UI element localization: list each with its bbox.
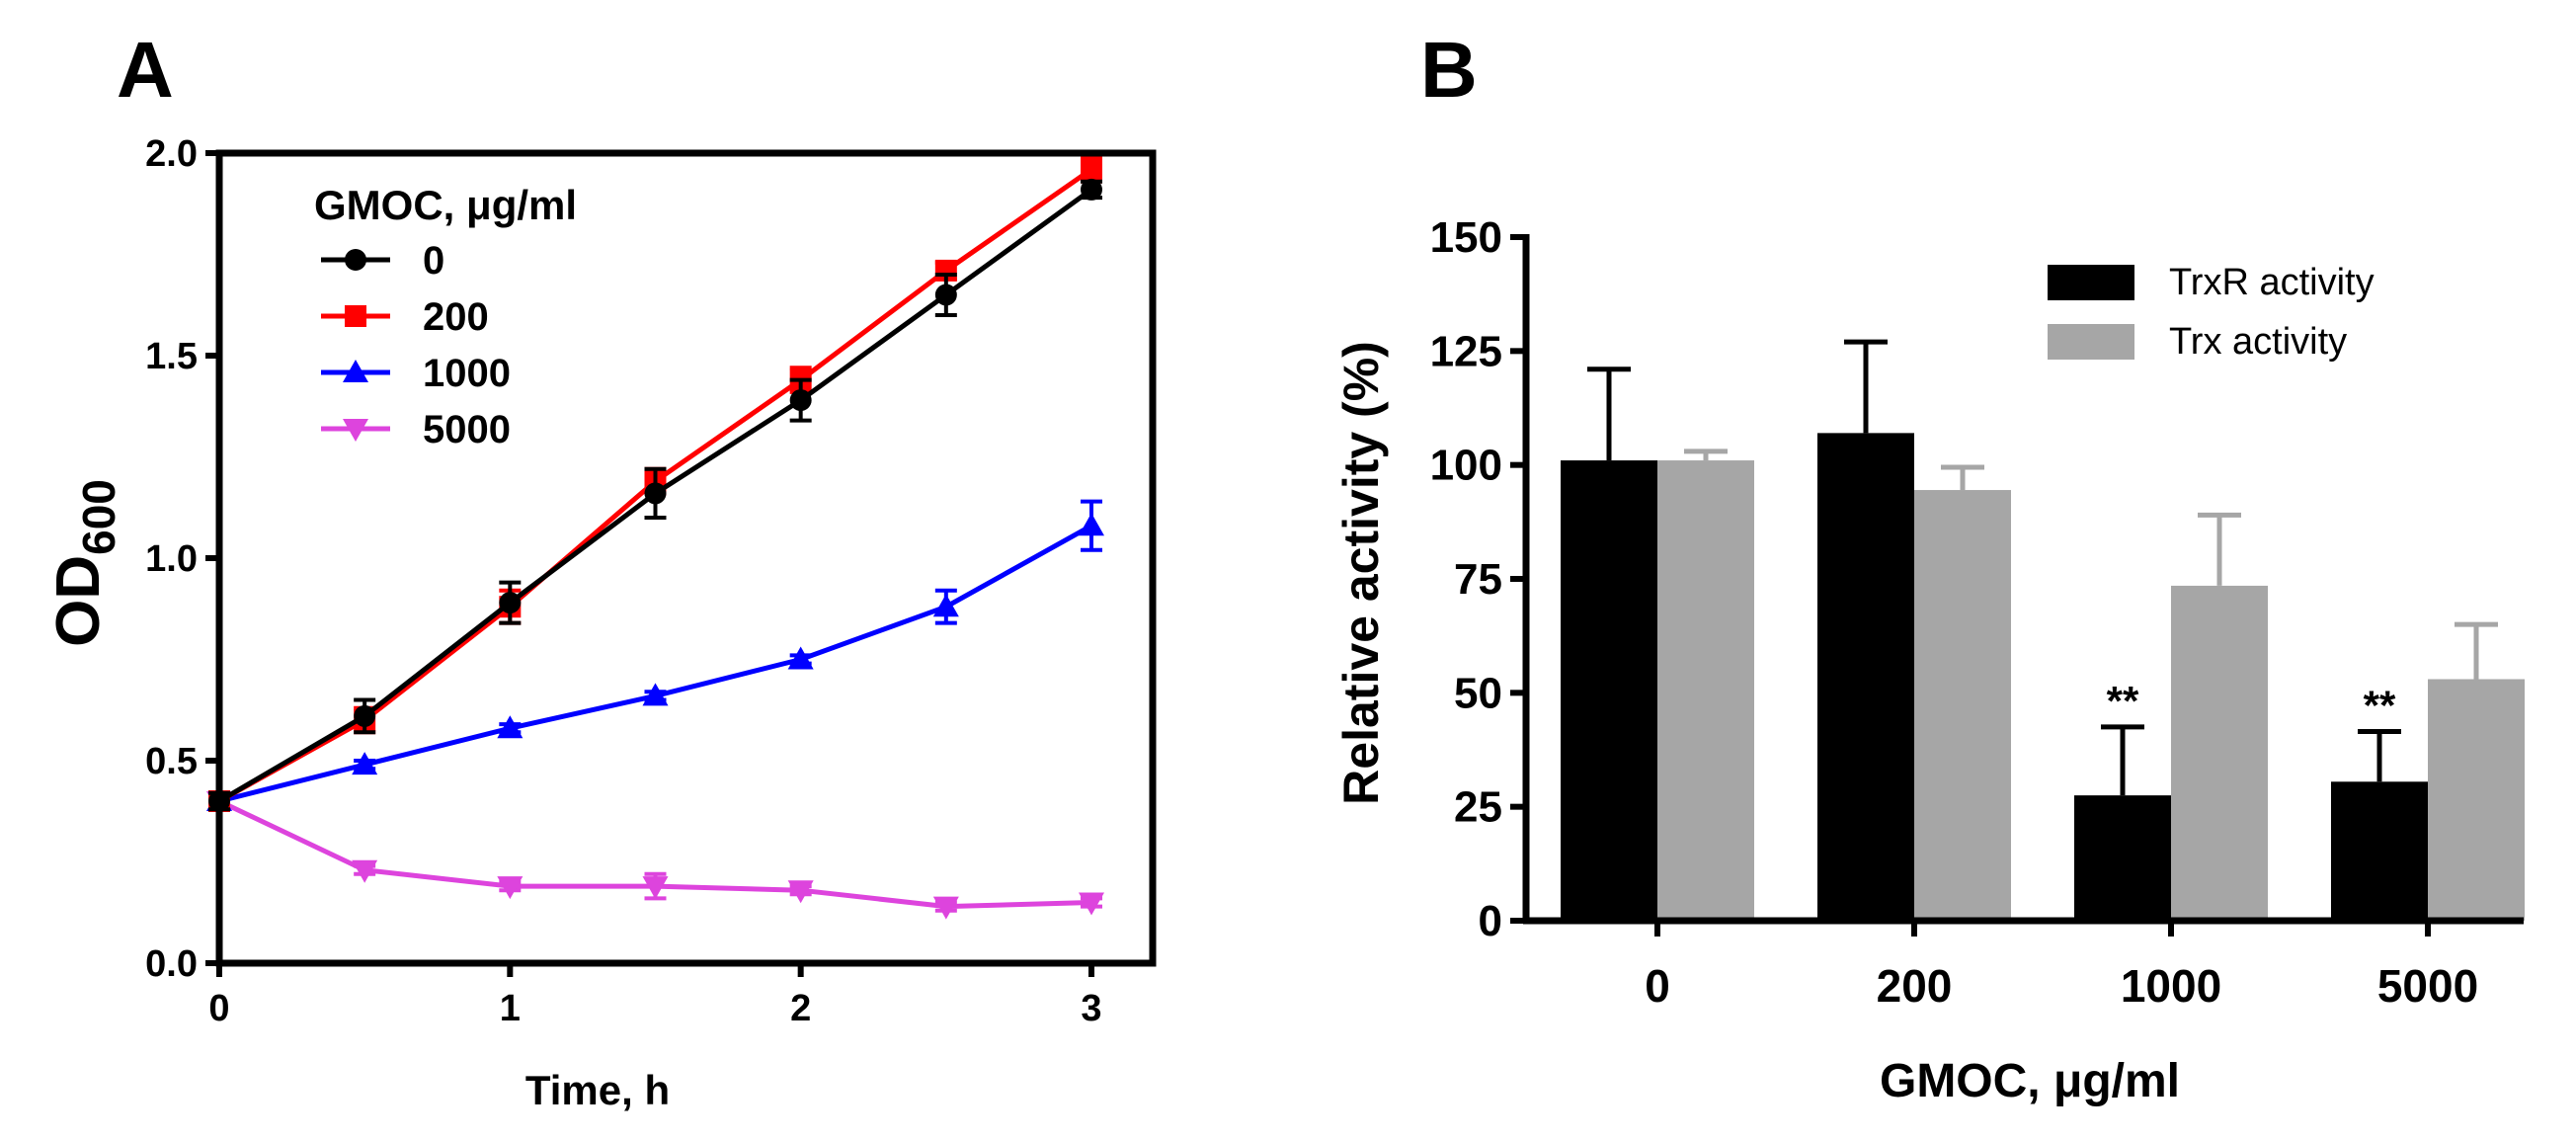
svg-text:OD600: OD600 xyxy=(44,479,124,647)
chart-a-legend: GMOC, μg/ml 0 200 1000 5000 xyxy=(314,182,577,451)
chart-b-bar-trxr-activity xyxy=(2331,781,2428,921)
chart-a-point-1000 xyxy=(1079,513,1104,535)
chart-b-legend-label: Trx activity xyxy=(2169,321,2347,363)
chart-a-point-200 xyxy=(1081,158,1102,180)
chart-a-point-0 xyxy=(790,389,812,411)
chart-b-bar-trx-activity xyxy=(2428,679,2525,921)
chart-a: 0.0 0.5 1.0 1.5 2.0 0 1 2 3 GMOC, μg/ml 0 200 1000… xyxy=(44,133,1153,1113)
chart-b-legend: TrxR activity Trx activity xyxy=(2048,262,2375,363)
chart-b-ytick-label: 125 xyxy=(1430,327,1502,375)
chart-b-bars: ** ** xyxy=(1561,342,2525,921)
chart-a-ytick-label: 2.0 xyxy=(145,133,198,175)
chart-a-point-0 xyxy=(645,482,667,504)
chart-a-xtick-label: 3 xyxy=(1081,988,1101,1029)
chart-b-xlabel: GMOC, μg/ml xyxy=(1880,1055,2180,1107)
chart-b-bar-trx-activity xyxy=(2171,586,2268,921)
chart-b-xtick-label: 1000 xyxy=(2121,960,2221,1012)
chart-a-point-0 xyxy=(354,705,375,727)
chart-a-point-0 xyxy=(935,285,957,306)
chart-a-xtick-label: 2 xyxy=(790,988,811,1029)
chart-a-legend-label: 200 xyxy=(423,295,489,339)
chart-b-legend-label: TrxR activity xyxy=(2169,262,2375,303)
chart-a-legend-label: 5000 xyxy=(423,408,511,451)
chart-b-bar-trx-activity xyxy=(1657,460,1754,921)
chart-a-ytick-label: 0.5 xyxy=(145,741,198,782)
chart-b-xtick-label: 5000 xyxy=(2377,960,2478,1012)
chart-a-ylabel: OD600 xyxy=(44,479,124,647)
chart-a-frame xyxy=(219,153,1153,963)
chart-a-ylabel-sub: 600 xyxy=(73,479,124,555)
chart-a-xtick-label: 0 xyxy=(208,988,229,1029)
chart-a-line-1000 xyxy=(219,526,1091,801)
chart-a-series xyxy=(206,157,1104,920)
chart-b: ** ** 0 25 50 75 100 125 150 0 200 1000 5000 TrxR a… xyxy=(1333,213,2525,1107)
chart-a-legend-marker xyxy=(345,249,366,271)
chart-a-axes: 0.0 0.5 1.0 1.5 2.0 0 1 2 3 xyxy=(145,133,1101,1029)
chart-b-bar-trxr-activity xyxy=(2074,795,2171,921)
chart-a-legend-title: GMOC, μg/ml xyxy=(314,182,577,228)
chart-a-point-0 xyxy=(499,592,521,613)
chart-b-legend-swatch xyxy=(2048,265,2134,300)
chart-b-xtick-label: 200 xyxy=(1877,960,1953,1012)
chart-b-legend-swatch xyxy=(2048,324,2134,360)
chart-a-ytick-label: 0.0 xyxy=(145,943,198,985)
chart-b-bar-trxr-activity xyxy=(1561,460,1657,921)
chart-b-ytick-label: 25 xyxy=(1454,783,1502,832)
panel-a-label: A xyxy=(117,26,174,114)
chart-b-ytick-label: 100 xyxy=(1430,442,1502,490)
chart-a-ylabel-main: OD xyxy=(44,555,113,647)
chart-a-ytick-label: 1.5 xyxy=(145,336,198,377)
chart-a-point-0 xyxy=(1081,179,1102,201)
chart-b-ytick-label: 150 xyxy=(1430,213,1502,262)
chart-b-significance: ** xyxy=(2107,678,2139,724)
chart-a-xtick-label: 1 xyxy=(500,988,521,1029)
chart-b-bar-trxr-activity xyxy=(1817,433,1914,921)
panel-b-label: B xyxy=(1420,26,1478,114)
chart-b-significance: ** xyxy=(2364,683,2396,729)
chart-b-xtick-label: 0 xyxy=(1645,960,1670,1012)
chart-a-legend-marker xyxy=(345,305,366,327)
figure: A B 0.0 0.5 1.0 1.5 2.0 0 1 2 3 GMOC, μg/ml 0 200… xyxy=(0,0,2576,1141)
chart-b-ytick-label: 50 xyxy=(1454,669,1502,717)
chart-a-legend-label: 0 xyxy=(423,239,444,283)
chart-b-ytick-label: 0 xyxy=(1479,897,1502,945)
chart-b-ylabel: Relative activity (%) xyxy=(1333,341,1389,805)
chart-a-legend-label: 1000 xyxy=(423,352,511,395)
chart-b-bar-trx-activity xyxy=(1914,490,2011,921)
chart-a-point-1000 xyxy=(933,594,959,616)
chart-a-xlabel: Time, h xyxy=(525,1067,670,1113)
chart-b-ytick-label: 75 xyxy=(1454,555,1502,604)
chart-a-ytick-label: 1.0 xyxy=(145,538,198,580)
